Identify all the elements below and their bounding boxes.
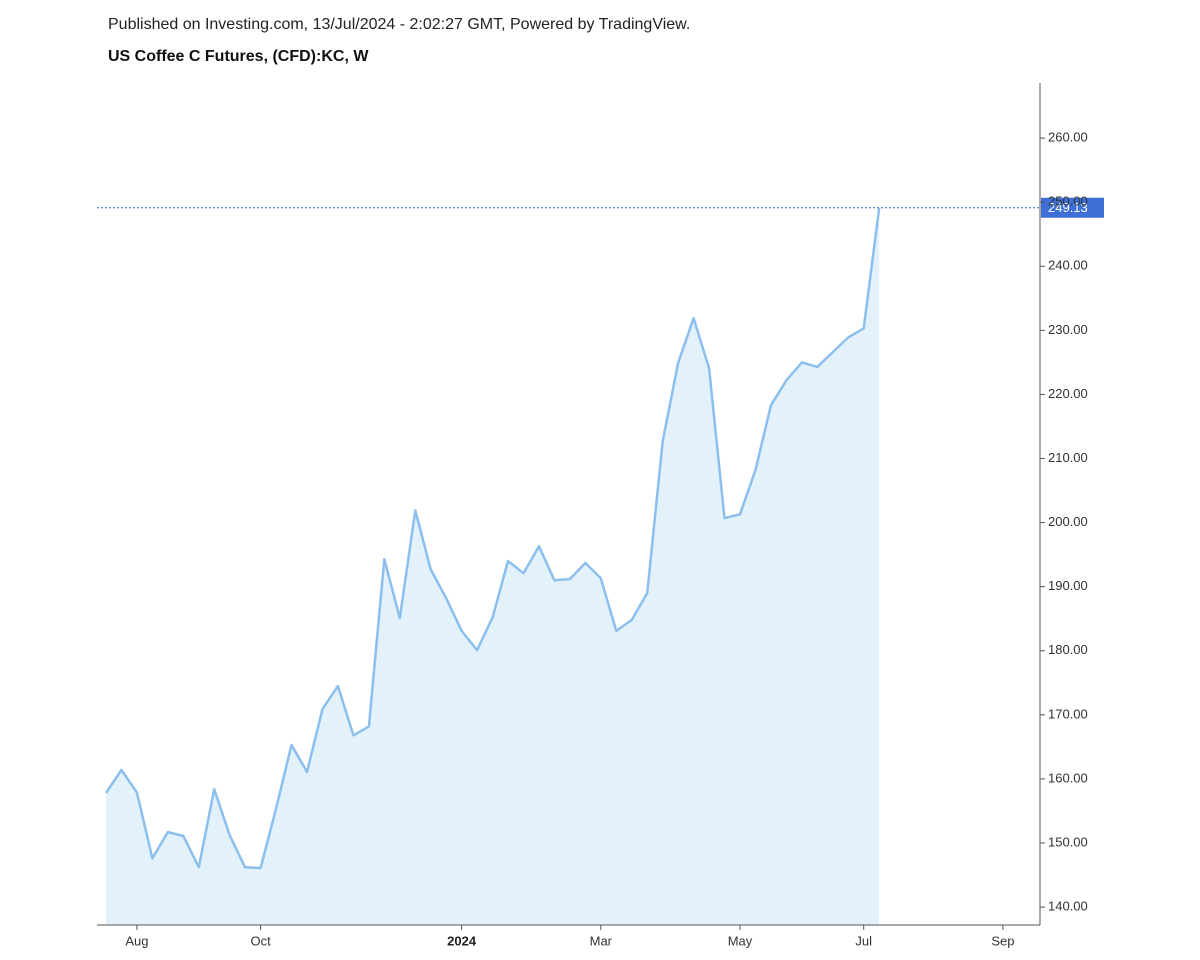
y-tick-label: 170.00 bbox=[1048, 706, 1088, 721]
x-tick-label: Oct bbox=[250, 933, 271, 948]
x-tick-label: Aug bbox=[125, 933, 148, 948]
y-tick-label: 140.00 bbox=[1048, 898, 1088, 913]
x-tick-label: 2024 bbox=[447, 933, 477, 948]
y-tick-label: 240.00 bbox=[1048, 258, 1088, 273]
area-fill bbox=[106, 207, 880, 926]
y-tick-label: 180.00 bbox=[1048, 642, 1088, 657]
chart-title: Published on Investing.com, 13/Jul/2024 … bbox=[108, 16, 690, 33]
y-tick-label: 190.00 bbox=[1048, 578, 1088, 593]
y-tick-label: 250.00 bbox=[1048, 194, 1088, 209]
last-price-label: 249.13 bbox=[1048, 200, 1088, 215]
x-tick-label: May bbox=[728, 933, 753, 948]
x-tick-label: Jul bbox=[855, 933, 872, 948]
y-tick-label: 230.00 bbox=[1048, 322, 1088, 337]
x-tick-label: Mar bbox=[590, 933, 613, 948]
last-price-badge bbox=[1041, 197, 1104, 218]
x-tick-label: Sep bbox=[991, 933, 1014, 948]
y-tick-label: 210.00 bbox=[1048, 450, 1088, 465]
y-tick-label: 160.00 bbox=[1048, 770, 1088, 785]
y-tick-label: 220.00 bbox=[1048, 386, 1088, 401]
price-line bbox=[104, 207, 881, 870]
y-tick-label: 150.00 bbox=[1048, 834, 1088, 849]
chart-subtitle: US Coffee C Futures, (CFD):KC, W bbox=[108, 48, 369, 65]
y-tick-label: 260.00 bbox=[1048, 130, 1088, 145]
y-tick-label: 200.00 bbox=[1048, 514, 1088, 529]
